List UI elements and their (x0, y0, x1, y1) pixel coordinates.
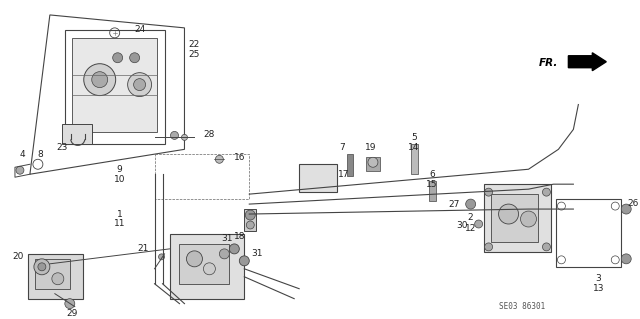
Circle shape (543, 188, 550, 196)
Circle shape (484, 188, 493, 196)
Text: 8: 8 (37, 150, 43, 159)
Bar (429, 181, 436, 201)
Text: 31: 31 (252, 249, 263, 258)
Text: 15: 15 (426, 180, 438, 189)
Text: 18: 18 (234, 233, 245, 241)
Circle shape (52, 273, 64, 285)
Bar (155, 154, 250, 199)
Text: 19: 19 (365, 143, 377, 152)
Circle shape (170, 131, 179, 139)
Bar (62, 124, 92, 145)
Bar (556, 199, 621, 267)
Text: 26: 26 (627, 199, 639, 208)
Circle shape (475, 220, 483, 228)
Text: 7: 7 (339, 143, 345, 152)
Circle shape (182, 134, 188, 140)
Circle shape (134, 79, 145, 91)
Bar (170, 234, 244, 299)
Text: 20: 20 (12, 252, 24, 261)
Text: 23: 23 (56, 143, 67, 152)
Text: 17: 17 (339, 170, 350, 179)
Text: 9: 9 (116, 165, 122, 174)
Circle shape (621, 254, 631, 264)
Circle shape (245, 210, 255, 220)
Text: 10: 10 (114, 175, 125, 184)
Bar (411, 145, 418, 174)
Bar (491, 194, 538, 242)
Bar (35, 259, 70, 289)
Circle shape (113, 53, 123, 63)
Text: 22: 22 (189, 40, 200, 49)
Circle shape (216, 155, 223, 163)
Circle shape (246, 221, 254, 229)
Bar (347, 154, 353, 176)
Text: 12: 12 (465, 225, 476, 234)
Circle shape (16, 166, 24, 174)
Bar (72, 38, 157, 132)
Text: 13: 13 (593, 284, 604, 293)
Bar (366, 157, 380, 171)
Circle shape (159, 254, 164, 260)
Circle shape (130, 53, 140, 63)
Circle shape (499, 204, 518, 224)
Text: 2: 2 (468, 212, 474, 221)
Text: FR.: FR. (539, 58, 559, 68)
Circle shape (239, 256, 250, 266)
Circle shape (38, 263, 46, 271)
Text: 24: 24 (134, 26, 145, 34)
Circle shape (65, 299, 75, 308)
Bar (484, 184, 552, 252)
Text: 5: 5 (411, 133, 417, 142)
Bar (28, 254, 83, 299)
Circle shape (204, 263, 216, 275)
Circle shape (84, 64, 116, 96)
Text: 1: 1 (116, 210, 122, 219)
Text: 3: 3 (595, 274, 601, 283)
Bar (179, 244, 229, 284)
Circle shape (621, 204, 631, 214)
Text: 27: 27 (448, 200, 460, 209)
Text: 29: 29 (66, 309, 77, 318)
Circle shape (368, 157, 378, 167)
Circle shape (92, 72, 108, 88)
Text: 31: 31 (221, 234, 233, 243)
Circle shape (34, 259, 50, 275)
FancyArrow shape (568, 53, 606, 71)
Text: 21: 21 (137, 244, 148, 253)
Bar (65, 30, 164, 145)
Circle shape (466, 199, 476, 209)
Text: 6: 6 (429, 170, 435, 179)
Text: 25: 25 (189, 50, 200, 59)
Circle shape (484, 243, 493, 251)
Text: SE03 86301: SE03 86301 (499, 302, 545, 311)
Circle shape (229, 244, 239, 254)
Text: 28: 28 (204, 130, 215, 139)
Circle shape (186, 251, 202, 267)
Bar (299, 164, 337, 192)
Circle shape (220, 249, 229, 259)
Circle shape (520, 211, 536, 227)
Text: 4: 4 (19, 150, 25, 159)
Circle shape (543, 243, 550, 251)
Text: 11: 11 (114, 219, 125, 228)
Text: 30: 30 (456, 221, 467, 231)
Bar (244, 209, 256, 231)
Text: 16: 16 (234, 153, 245, 162)
Circle shape (127, 73, 152, 97)
Text: 14: 14 (408, 143, 419, 152)
